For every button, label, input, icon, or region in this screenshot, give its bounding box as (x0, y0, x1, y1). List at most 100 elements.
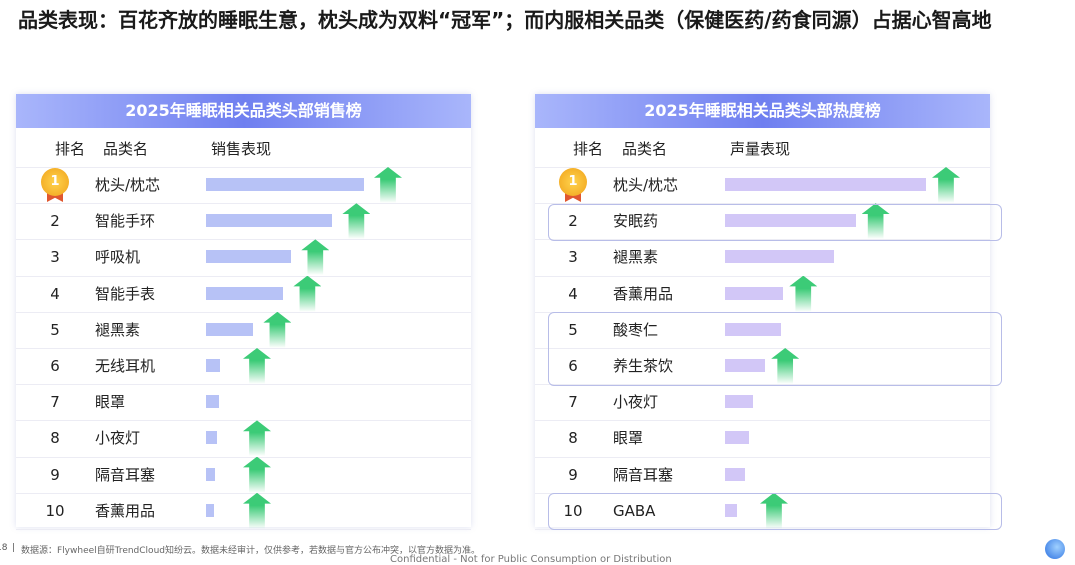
row-separator (16, 384, 471, 386)
bar (725, 503, 738, 517)
bar (206, 503, 214, 517)
row-separator (535, 456, 990, 458)
medal-rank: 1 (41, 168, 69, 196)
row-separator (16, 167, 471, 168)
ranking-panel: 2025年睡眠相关品类头部热度榜排名 品类名 声量表现 1 枕头/枕芯 2 安眠药 3 褪黑素 4… (535, 94, 1002, 531)
trend-arrow (243, 456, 271, 493)
row-separator (16, 456, 471, 458)
bar (725, 467, 746, 481)
row-separator (16, 492, 471, 494)
bar (206, 359, 221, 372)
row-separator (16, 275, 471, 277)
column-header: 声量表现 (730, 140, 791, 158)
row-separator (16, 311, 471, 313)
column-header: 排名 (55, 140, 86, 158)
rank: 8 (568, 429, 578, 448)
column-header: 销售表现 (211, 140, 272, 158)
row-separator (535, 420, 990, 422)
rank: 5 (50, 320, 60, 339)
trend-arrow (243, 348, 271, 384)
footer-note: 数据源：Flywheel自研TrendCloud知纷云。数据未经审计，仅供参考，… (21, 546, 480, 556)
rank: 4 (50, 284, 60, 303)
column-header: 品类名 (622, 140, 668, 158)
row-separator (16, 239, 471, 241)
category-name: 无线耳机 (95, 357, 156, 375)
rank: 3 (50, 248, 60, 267)
category-name: 香薰用品 (95, 501, 156, 520)
category-name: 隔音耳塞 (95, 465, 156, 484)
page-number: 18 (0, 543, 8, 553)
row-separator (16, 203, 471, 205)
rank: 8 (50, 429, 60, 448)
row-separator (535, 167, 990, 168)
category-name: 褪黑素 (95, 320, 141, 339)
logo (1045, 539, 1065, 559)
category-name: 香薰用品 (613, 284, 674, 303)
trend-arrow (374, 167, 402, 203)
trend-arrow (263, 311, 292, 348)
row-separator (16, 420, 471, 422)
category-name: 眼罩 (613, 429, 644, 448)
row-separator (16, 529, 471, 530)
bar (206, 322, 254, 336)
bar (206, 250, 292, 264)
rank: 6 (50, 357, 60, 375)
bar (206, 286, 284, 300)
rank: 2 (50, 212, 60, 231)
bar (725, 359, 766, 372)
highlight-box (548, 312, 1002, 386)
category-name: 安眠药 (613, 212, 659, 231)
highlight-box (548, 493, 1002, 531)
category-name: 养生茶饮 (613, 357, 674, 375)
row-separator (535, 275, 990, 277)
bar (725, 214, 856, 228)
rank: 10 (45, 501, 65, 520)
trend-arrow (342, 203, 371, 240)
category-name: 枕头/枕芯 (613, 176, 679, 194)
category-name: 隔音耳塞 (613, 465, 674, 484)
bar (725, 431, 750, 445)
category-name: 酸枣仁 (613, 320, 659, 339)
category-name: 小夜灯 (613, 393, 659, 412)
bar (725, 178, 926, 191)
category-name: 褪黑素 (613, 248, 659, 267)
highlight-box (548, 203, 1002, 241)
trend-arrow (932, 167, 960, 203)
category-name: 小夜灯 (95, 429, 141, 448)
category-name: 眼罩 (95, 393, 126, 412)
row-separator (535, 348, 990, 349)
rank: 10 (563, 501, 583, 520)
category-name: 智能手表 (95, 284, 156, 303)
slide-title: 品类表现：百花齐放的睡眠生意，枕头成为双料“冠军”；而内服相关品类（保健医药/药… (18, 8, 992, 32)
bar (725, 395, 754, 409)
bar (206, 395, 219, 409)
category-name: 枕头/枕芯 (95, 176, 161, 194)
bar (206, 178, 364, 191)
trend-arrow (789, 275, 818, 312)
panel-header: 2025年睡眠相关品类头部热度榜 (535, 94, 990, 128)
bar (725, 322, 782, 336)
rank: 6 (568, 357, 578, 375)
bar (206, 467, 216, 481)
trend-arrow (293, 275, 322, 312)
bar (206, 431, 218, 445)
medal-rank: 1 (559, 168, 587, 196)
category-name: GABA (613, 501, 656, 520)
rank: 9 (50, 465, 60, 484)
rank: 5 (568, 320, 578, 339)
category-name: 呼吸机 (95, 248, 141, 267)
bar (725, 286, 784, 300)
column-header: 品类名 (103, 140, 149, 158)
column-header: 排名 (573, 140, 604, 158)
rank: 4 (568, 284, 578, 303)
rank: 7 (568, 393, 578, 412)
trend-arrow (301, 239, 330, 276)
rank: 7 (50, 393, 60, 412)
row-separator (16, 348, 471, 349)
bar (725, 250, 834, 264)
rank: 3 (568, 248, 578, 267)
rank: 2 (568, 212, 578, 231)
rank: 9 (568, 465, 578, 484)
category-name: 智能手环 (95, 212, 156, 231)
